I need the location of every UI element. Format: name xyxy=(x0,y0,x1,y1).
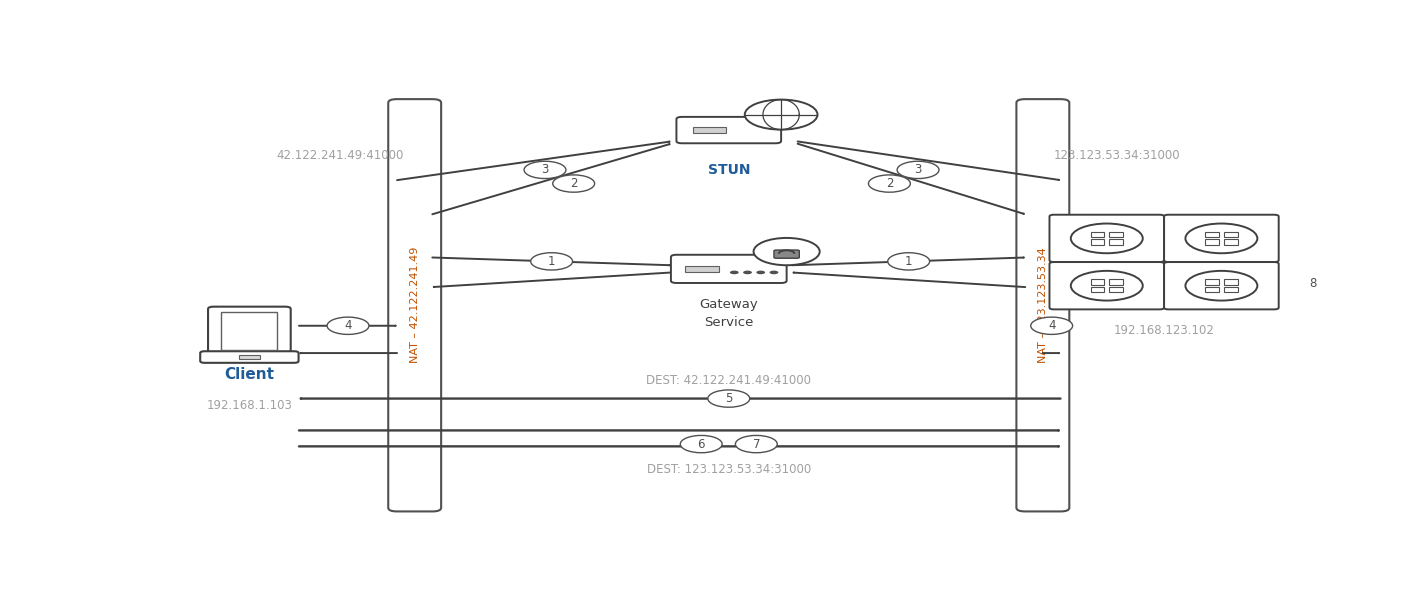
Circle shape xyxy=(757,271,765,274)
FancyBboxPatch shape xyxy=(388,99,441,511)
Circle shape xyxy=(729,271,738,274)
Bar xyxy=(693,127,725,133)
Bar xyxy=(1091,287,1105,293)
Circle shape xyxy=(680,436,722,453)
Text: NAT – 123.123.53.34: NAT – 123.123.53.34 xyxy=(1038,248,1048,363)
FancyBboxPatch shape xyxy=(774,250,799,258)
Bar xyxy=(1109,279,1123,285)
Bar xyxy=(1109,287,1123,293)
Circle shape xyxy=(708,390,749,407)
Bar xyxy=(1206,287,1219,293)
Bar xyxy=(222,312,277,350)
Text: 192.168.1.103: 192.168.1.103 xyxy=(206,398,293,411)
Bar xyxy=(1109,232,1123,238)
Circle shape xyxy=(744,271,752,274)
Bar xyxy=(239,355,260,359)
Text: 4: 4 xyxy=(344,319,351,332)
Text: 2: 2 xyxy=(570,177,577,190)
Bar xyxy=(1224,239,1237,245)
Text: 3: 3 xyxy=(542,163,549,176)
Circle shape xyxy=(1071,223,1143,253)
Text: 8: 8 xyxy=(1310,277,1317,290)
Text: 123.123.53.34:31000: 123.123.53.34:31000 xyxy=(1054,148,1180,161)
FancyBboxPatch shape xyxy=(677,117,781,143)
FancyBboxPatch shape xyxy=(201,351,299,363)
Text: 192.168.123.102: 192.168.123.102 xyxy=(1113,324,1214,337)
Text: NAT – 42.122.241.49: NAT – 42.122.241.49 xyxy=(410,247,419,363)
Bar xyxy=(1109,239,1123,245)
Text: VDA: VDA xyxy=(1146,297,1182,312)
Bar xyxy=(1091,239,1105,245)
FancyBboxPatch shape xyxy=(1165,262,1278,309)
Text: 2: 2 xyxy=(886,177,893,190)
Bar xyxy=(1091,232,1105,238)
Bar xyxy=(1206,239,1219,245)
Text: 4: 4 xyxy=(1048,319,1055,332)
Text: 7: 7 xyxy=(752,437,761,450)
Circle shape xyxy=(869,175,910,192)
Circle shape xyxy=(769,271,778,274)
Text: Client: Client xyxy=(225,366,274,382)
Circle shape xyxy=(1186,271,1257,301)
Text: Gateway
Service: Gateway Service xyxy=(700,298,758,329)
Circle shape xyxy=(530,253,573,270)
FancyBboxPatch shape xyxy=(1049,215,1165,262)
Bar xyxy=(1206,232,1219,238)
Text: DEST: 42.122.241.49:41000: DEST: 42.122.241.49:41000 xyxy=(646,374,812,387)
Circle shape xyxy=(745,100,818,129)
Text: 1: 1 xyxy=(547,255,556,268)
Circle shape xyxy=(1293,275,1334,293)
Bar xyxy=(1224,232,1237,238)
Text: 6: 6 xyxy=(697,437,705,450)
Circle shape xyxy=(553,175,594,192)
Text: 5: 5 xyxy=(725,392,732,405)
Circle shape xyxy=(887,253,930,270)
FancyBboxPatch shape xyxy=(208,307,290,355)
Circle shape xyxy=(1031,317,1072,335)
Text: 42.122.241.49:41000: 42.122.241.49:41000 xyxy=(276,148,404,161)
Text: 3: 3 xyxy=(914,163,921,176)
Circle shape xyxy=(327,317,368,335)
Circle shape xyxy=(735,436,778,453)
Circle shape xyxy=(754,238,819,265)
Text: 1: 1 xyxy=(904,255,913,268)
Text: DEST: 123.123.53.34:31000: DEST: 123.123.53.34:31000 xyxy=(647,463,811,476)
Bar xyxy=(685,265,718,272)
Circle shape xyxy=(897,161,939,178)
Circle shape xyxy=(525,161,566,178)
FancyBboxPatch shape xyxy=(1165,215,1278,262)
FancyBboxPatch shape xyxy=(1049,262,1165,309)
FancyBboxPatch shape xyxy=(1017,99,1069,511)
Circle shape xyxy=(1071,271,1143,301)
Circle shape xyxy=(1186,223,1257,253)
Text: STUN: STUN xyxy=(708,163,749,177)
Bar xyxy=(1224,287,1237,293)
Bar xyxy=(1091,279,1105,285)
Bar xyxy=(1206,279,1219,285)
Bar xyxy=(1224,279,1237,285)
FancyBboxPatch shape xyxy=(671,255,786,283)
